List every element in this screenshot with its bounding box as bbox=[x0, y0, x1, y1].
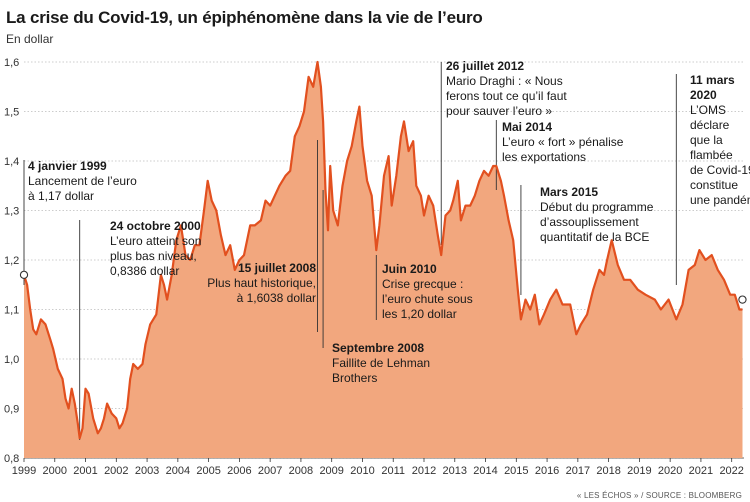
annotation-date: 26 juillet 2012 bbox=[446, 59, 524, 73]
x-tick-label: 2006 bbox=[227, 465, 251, 477]
annotation-text: à 1,17 dollar bbox=[28, 189, 94, 203]
annotation-date: Mai 2014 bbox=[502, 120, 552, 134]
annotation-text: Brothers bbox=[332, 371, 377, 385]
y-tick-label: 1,3 bbox=[4, 206, 19, 218]
annotation-text: Faillite de Lehman bbox=[332, 356, 430, 370]
annotation-text: flambée bbox=[690, 148, 733, 162]
annotation-text: les exportations bbox=[502, 150, 586, 164]
x-tick-label: 2008 bbox=[289, 465, 313, 477]
annotation-date: Septembre 2008 bbox=[332, 341, 424, 355]
x-tick-label: 2001 bbox=[73, 465, 97, 477]
annotation-date: 4 janvier 1999 bbox=[28, 159, 107, 173]
x-tick-label: 2011 bbox=[381, 465, 405, 477]
annotation-text: déclare bbox=[690, 118, 730, 132]
annotation-text: Mario Draghi : « Nous bbox=[446, 74, 563, 88]
source-note: « LES ÉCHOS » / SOURCE : BLOOMBERG bbox=[576, 491, 742, 500]
chart-subtitle: En dollar bbox=[6, 32, 54, 46]
exchange-rate-area bbox=[24, 62, 743, 458]
x-tick-label: 2018 bbox=[596, 465, 620, 477]
annotation-text: ferons tout ce qu’il faut bbox=[446, 89, 567, 103]
x-tick-label: 2017 bbox=[566, 465, 590, 477]
annotation-text: constitue bbox=[690, 178, 738, 192]
annotation-text: les 1,20 dollar bbox=[382, 307, 457, 321]
annotation-date: Mars 2015 bbox=[540, 185, 598, 199]
annotation-date: 11 mars bbox=[690, 73, 735, 87]
x-tick-label: 2014 bbox=[473, 465, 497, 477]
chart-title: La crise du Covid-19, un épiphénomène da… bbox=[6, 8, 483, 27]
annotation-text: L’euro « fort » pénalise bbox=[502, 135, 624, 149]
x-tick-label: 2016 bbox=[535, 465, 559, 477]
x-tick-label: 2015 bbox=[504, 465, 528, 477]
endpoint-marker bbox=[19, 270, 29, 279]
x-tick-label: 2012 bbox=[412, 465, 436, 477]
annotation-text: une pandémie bbox=[690, 193, 750, 207]
x-tick-label: 2007 bbox=[258, 465, 282, 477]
annotation-text: Plus haut historique, bbox=[207, 276, 316, 290]
annotation-text: à 1,6038 dollar bbox=[237, 291, 316, 305]
x-tick-label: 2002 bbox=[104, 465, 128, 477]
annotation-text: 0,8386 dollar bbox=[110, 264, 179, 278]
annotation-text: 2020 bbox=[690, 88, 717, 102]
y-tick-label: 1,1 bbox=[4, 305, 19, 317]
x-tick-label: 2013 bbox=[443, 465, 467, 477]
annotation-text: Crise grecque : bbox=[382, 277, 463, 291]
y-tick-label: 1,2 bbox=[4, 255, 19, 267]
axis-labels: 0,8 0,9 1,0 1,1 1,2 1,3 1,4 1,5 1,6 1999 2000 2001 2… bbox=[4, 57, 744, 477]
y-tick-label: 1,5 bbox=[4, 107, 19, 119]
annotation-text: pour sauver l’euro » bbox=[446, 104, 552, 118]
x-tick-label: 2004 bbox=[166, 465, 190, 477]
x-tick-label: 2003 bbox=[135, 465, 159, 477]
y-tick-label: 1,6 bbox=[4, 57, 19, 69]
annotation-date: 24 octobre 2000 bbox=[110, 219, 201, 233]
y-tick-label: 1,0 bbox=[4, 354, 19, 366]
x-tick-label: 2005 bbox=[196, 465, 220, 477]
annotation-text: l’euro chute sous bbox=[382, 292, 473, 306]
annotation-text: plus bas niveau, bbox=[110, 249, 197, 263]
annotation-leader-lines bbox=[23, 62, 677, 440]
annotation-text: Début du programme bbox=[540, 200, 654, 214]
annotation-text: d’assouplissement bbox=[540, 215, 639, 229]
annotation-text: quantitatif de la BCE bbox=[540, 230, 649, 244]
annotation-text: L’euro atteint son bbox=[110, 234, 201, 248]
annotation-date: Juin 2010 bbox=[382, 262, 437, 276]
annotation-text: de Covid-19 bbox=[690, 163, 750, 177]
x-tick-label: 2009 bbox=[319, 465, 343, 477]
annotation-text: Lancement de l’euro bbox=[28, 174, 137, 188]
x-tick-label: 2000 bbox=[43, 465, 67, 477]
exchange-rate-line bbox=[22, 60, 743, 440]
y-tick-label: 0,9 bbox=[4, 404, 19, 416]
y-tick-label: 1,4 bbox=[4, 156, 19, 168]
x-tick-label: 2019 bbox=[627, 465, 651, 477]
endpoint-marker bbox=[738, 295, 747, 304]
x-tick-label: 2010 bbox=[350, 465, 374, 477]
x-tick-label: 2020 bbox=[658, 465, 682, 477]
annotation-text: que la bbox=[690, 133, 723, 147]
y-tick-label: 0,8 bbox=[4, 453, 19, 465]
x-tick-label: 2022 bbox=[719, 465, 743, 477]
x-tick-label: 2021 bbox=[689, 465, 713, 477]
annotation-text: L’OMS bbox=[690, 103, 726, 117]
endpoint-markers bbox=[19, 270, 747, 304]
x-tick-label: 1999 bbox=[12, 465, 36, 477]
annotation-date: 15 juillet 2008 bbox=[238, 261, 316, 275]
